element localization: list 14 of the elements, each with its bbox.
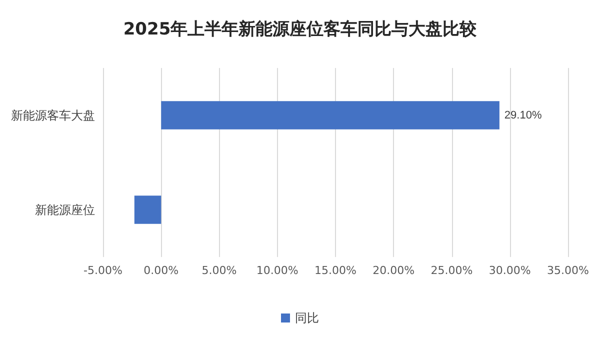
x-tick-label: 25.00% — [430, 264, 473, 277]
x-tick-label: 10.00% — [256, 264, 298, 277]
x-tick-label: 5.00% — [202, 264, 237, 277]
x-tick-label: 0.00% — [144, 264, 179, 277]
x-tick-label: 20.00% — [372, 264, 415, 277]
x-tick-label: 15.00% — [314, 264, 356, 277]
data-label: 29.10% — [504, 109, 542, 122]
legend-label: 同比 — [295, 311, 319, 325]
x-tick-label: 30.00% — [488, 264, 531, 277]
chart-title: 2025年上半年新能源座位客车同比与大盘比较 — [123, 20, 478, 40]
y-tick-label: 新能源座位 — [35, 202, 95, 217]
x-tick-label: -5.00% — [84, 264, 122, 277]
x-tick-label: 35.00% — [547, 264, 590, 277]
y-tick-label: 新能源客车大盘 — [11, 108, 95, 122]
